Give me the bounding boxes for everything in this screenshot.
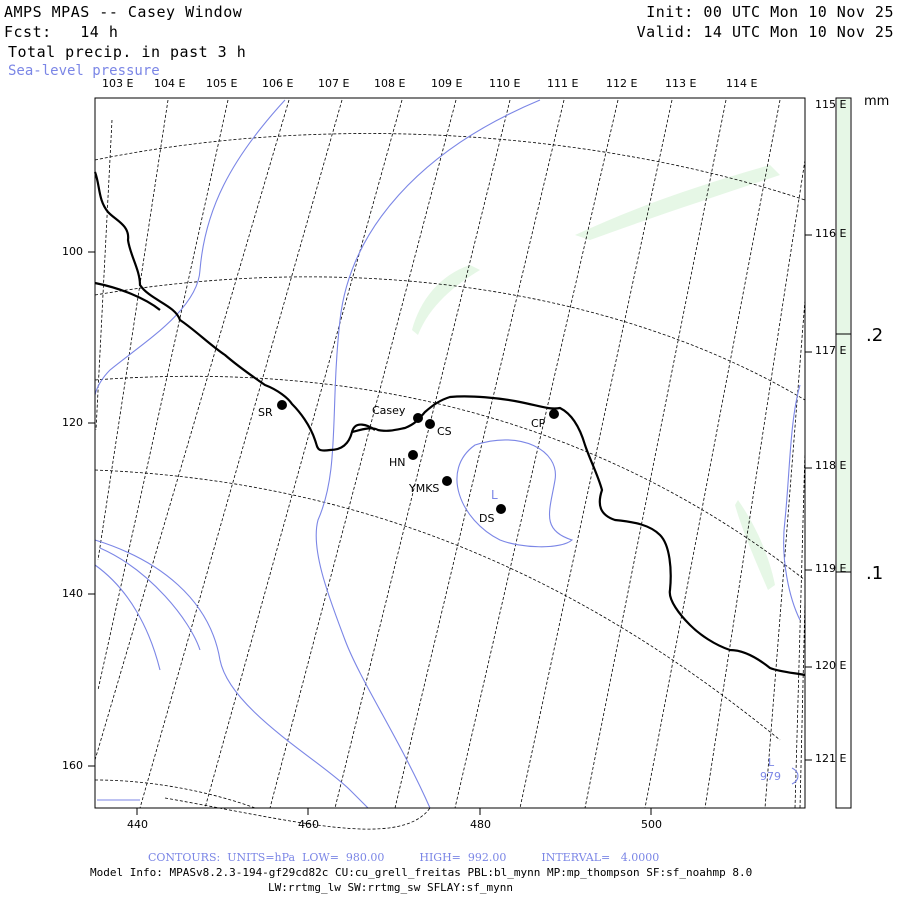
- lon-label-right: 116 E: [815, 227, 847, 240]
- station-dots: [277, 400, 559, 514]
- lon-label-top: 105 E: [206, 77, 238, 90]
- x-axis-label: 440: [127, 818, 148, 831]
- valid-time: Valid: 14 UTC Mon 10 Nov 25: [636, 23, 894, 41]
- model-info: Model Info: MPASv8.2.3-194-gf29cd82c CU:…: [90, 866, 753, 879]
- init-time: Init: 00 UTC Mon 10 Nov 25: [646, 3, 894, 21]
- lon-label-right: 117 E: [815, 344, 847, 357]
- lon-label-right: 119 E: [815, 562, 847, 575]
- title: AMPS MPAS -- Casey Window: [4, 3, 243, 21]
- y-axis-label: 100: [62, 245, 83, 258]
- overlay-label: Sea-level pressure: [8, 63, 160, 79]
- field-label: Total precip. in past 3 h: [8, 43, 247, 61]
- station-dot-ds: [496, 504, 506, 514]
- station-label: DS: [479, 512, 495, 525]
- station-label: HN: [389, 456, 406, 469]
- lon-label-right: 121 E: [815, 752, 847, 765]
- y-axis-label: 160: [62, 759, 83, 772]
- lon-label-top: 109 E: [431, 77, 463, 90]
- colorbar-level: .1: [866, 563, 884, 584]
- lon-label-top: 104 E: [154, 77, 186, 90]
- station-dot-casey: [413, 413, 423, 423]
- graticule: [94, 99, 806, 830]
- low-marker: L: [768, 756, 775, 769]
- station-label: CP: [531, 417, 546, 430]
- coastline: [93, 171, 806, 677]
- station-label: Casey: [372, 404, 406, 417]
- forecast-hour: Fcst: 14 h: [4, 23, 119, 41]
- low-value: 979: [760, 770, 781, 783]
- lon-label-top: 108 E: [374, 77, 406, 90]
- colorbar: [835, 97, 852, 809]
- station-dot-cp: [549, 409, 559, 419]
- station-dot-hn: [408, 450, 418, 460]
- low-marker: L: [491, 488, 498, 502]
- lon-label-right: 115 E: [815, 98, 847, 111]
- x-axis-label: 500: [641, 818, 662, 831]
- lon-label-right: 120 E: [815, 659, 847, 672]
- station-label: CS: [437, 425, 452, 438]
- x-axis-label: 460: [298, 818, 319, 831]
- contours-info: CONTOURS: UNITS=hPa LOW= 980.00 HIGH= 99…: [148, 851, 660, 864]
- lon-label-right: 118 E: [815, 459, 847, 472]
- y-axis-label: 140: [62, 587, 83, 600]
- station-dot-cs: [425, 419, 435, 429]
- lon-label-top: 106 E: [262, 77, 294, 90]
- lon-label-top: 103 E: [102, 77, 134, 90]
- station-dot-sr: [277, 400, 287, 410]
- pressure-contours: [94, 99, 801, 809]
- lon-label-top: 113 E: [665, 77, 697, 90]
- colorbar-level: .2: [866, 325, 884, 346]
- lon-label-top: 112 E: [606, 77, 638, 90]
- lon-label-top: 114 E: [726, 77, 758, 90]
- station-label: SR: [258, 406, 273, 419]
- lon-label-top: 110 E: [489, 77, 521, 90]
- station-dot-ymks: [442, 476, 452, 486]
- x-axis-label: 480: [470, 818, 491, 831]
- station-label: YMKS: [409, 482, 440, 495]
- model-info-physics: LW:rrtmg_lw SW:rrtmg_sw SFLAY:sf_mynn: [268, 881, 514, 894]
- colorbar-unit: mm: [864, 94, 890, 109]
- lon-label-top: 107 E: [318, 77, 350, 90]
- lon-label-top: 111 E: [547, 77, 579, 90]
- precip-shading: [412, 165, 780, 590]
- y-axis-label: 120: [62, 416, 83, 429]
